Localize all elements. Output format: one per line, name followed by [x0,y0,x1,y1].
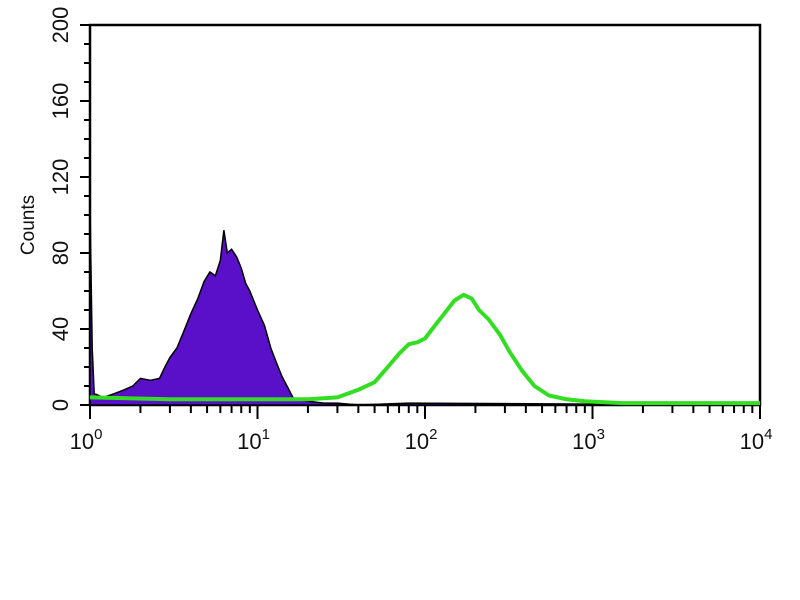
y-tick-label: 200 [48,7,73,44]
x-tick-label: 102 [405,426,438,454]
x-tick-label: 101 [237,426,270,454]
series-layer [89,205,761,406]
series-1-line-histogram [89,292,760,406]
y-tick-label: 80 [48,241,73,265]
y-tick-label: 40 [48,317,73,341]
x-tick-label: 103 [572,426,605,454]
x-tick-label: 104 [740,426,773,454]
axes-layer: 100 101 102 103 104 0 40 80 120 160 200 [48,7,772,454]
x-tick-label: 100 [70,426,103,454]
y-axis-label: Counts [18,195,39,255]
y-tick-label: 0 [48,399,73,411]
y-tick-label: 120 [48,159,73,196]
y-tick-label: 160 [48,83,73,120]
